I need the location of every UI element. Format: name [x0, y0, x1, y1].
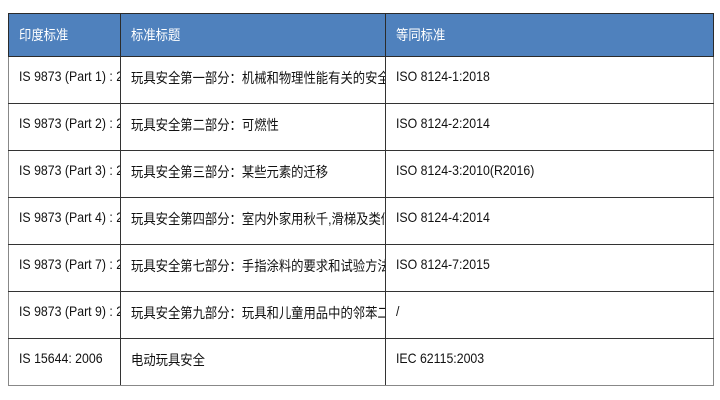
indian-standard-cell: IS 9873 (Part 4) : 2017	[8, 197, 121, 245]
cell-text: /	[396, 303, 400, 319]
standard-title-cell: 玩具安全第七部分：手指涂料的要求和试验方法	[120, 244, 386, 292]
cell-text: IS 9873 (Part 7) : 2017	[19, 256, 120, 272]
standard-title-cell: 玩具安全第九部分：玩具和儿童用品中的邻苯二甲酸酯	[120, 291, 386, 339]
cell-text: ISO 8124-7:2015	[396, 256, 490, 272]
cell-text: IS 9873 (Part 9) : 2017	[19, 303, 120, 319]
indian-standard-cell: IS 9873 (Part 2) : 2017	[8, 103, 121, 151]
cell-text: IS 9873 (Part 2) : 2017	[19, 115, 120, 131]
standard-title-cell: 玩具安全第二部分：可燃性	[120, 103, 386, 151]
standard-title-cell: 玩具安全第四部分：室内外家用秋千,滑梯及类似活动玩具	[120, 197, 386, 245]
equivalent-standard-cell: ISO 8124-3:2010(R2016)	[385, 150, 714, 198]
cell-text: ISO 8124-2:2014	[396, 115, 490, 131]
indian-standard-cell: IS 9873 (Part 1) : 2019	[8, 56, 121, 104]
indian-standard-cell: IS 9873 (Part 7) : 2017	[8, 244, 121, 292]
indian-standard-cell: IS 9873 (Part 3) : 2017	[8, 150, 121, 198]
standard-title-cell: 玩具安全第一部分：机械和物理性能有关的安全方面	[120, 56, 386, 104]
cell-text: IS 15644: 2006	[19, 350, 103, 366]
table-row: IS 15644: 2006 电动玩具安全 IEC 62115:2003	[8, 338, 714, 386]
cell-text: IS 9873 (Part 4) : 2017	[19, 209, 120, 225]
equivalent-standard-cell: IEC 62115:2003	[385, 338, 714, 386]
cell-text: IEC 62115:2003	[396, 350, 485, 366]
header-equivalent-standard: 等同标准	[385, 13, 714, 57]
table-row: IS 9873 (Part 4) : 2017 玩具安全第四部分：室内外家用秋千,…	[8, 197, 714, 245]
header-standard-title: 标准标题	[120, 13, 386, 57]
header-label: 等同标准	[396, 27, 446, 43]
table-row: IS 9873 (Part 2) : 2017 玩具安全第二部分：可燃性 ISO 8…	[8, 103, 714, 151]
cell-text: 玩具安全第三部分：某些元素的迁移	[131, 164, 329, 180]
table-row: IS 9873 (Part 1) : 2019 玩具安全第一部分：机械和物理性能有…	[8, 56, 714, 104]
equivalent-standard-cell: ISO 8124-1:2018	[385, 56, 714, 104]
cell-text: 玩具安全第四部分：室内外家用秋千,滑梯及类似活动玩具	[131, 211, 385, 227]
cell-text: 电动玩具安全	[131, 352, 205, 368]
cell-text: 玩具安全第九部分：玩具和儿童用品中的邻苯二甲酸酯	[131, 305, 385, 321]
cell-text: 玩具安全第二部分：可燃性	[131, 117, 279, 133]
cell-text: ISO 8124-1:2018	[396, 68, 490, 84]
table-row: IS 9873 (Part 3) : 2017 玩具安全第三部分：某些元素的迁移 I…	[8, 150, 714, 198]
table-row: IS 9873 (Part 7) : 2017 玩具安全第七部分：手指涂料的要求和…	[8, 244, 714, 292]
cell-text: IS 9873 (Part 1) : 2019	[19, 68, 120, 84]
equivalent-standard-cell: ISO 8124-7:2015	[385, 244, 714, 292]
cell-text: 玩具安全第一部分：机械和物理性能有关的安全方面	[131, 70, 385, 86]
standard-title-cell: 玩具安全第三部分：某些元素的迁移	[120, 150, 386, 198]
cell-text: ISO 8124-3:2010(R2016)	[396, 162, 535, 178]
equivalent-standard-cell: ISO 8124-2:2014	[385, 103, 714, 151]
header-label: 印度标准	[19, 27, 69, 43]
header-indian-standard: 印度标准	[8, 13, 121, 57]
header-label: 标准标题	[131, 27, 181, 43]
equivalent-standard-cell: ISO 8124-4:2014	[385, 197, 714, 245]
header-row: 印度标准 标准标题 等同标准	[8, 13, 714, 57]
equivalent-standard-cell: /	[385, 291, 714, 339]
table-row: IS 9873 (Part 9) : 2017 玩具安全第九部分：玩具和儿童用品中…	[8, 291, 714, 339]
indian-standard-cell: IS 9873 (Part 9) : 2017	[8, 291, 121, 339]
cell-text: ISO 8124-4:2014	[396, 209, 490, 225]
indian-standard-cell: IS 15644: 2006	[8, 338, 121, 386]
standard-title-cell: 电动玩具安全	[120, 338, 386, 386]
cell-text: IS 9873 (Part 3) : 2017	[19, 162, 120, 178]
standards-table: 印度标准 标准标题 等同标准 IS 9873 (Part 1) : 2019 玩具…	[8, 13, 714, 386]
cell-text: 玩具安全第七部分：手指涂料的要求和试验方法	[131, 258, 386, 274]
